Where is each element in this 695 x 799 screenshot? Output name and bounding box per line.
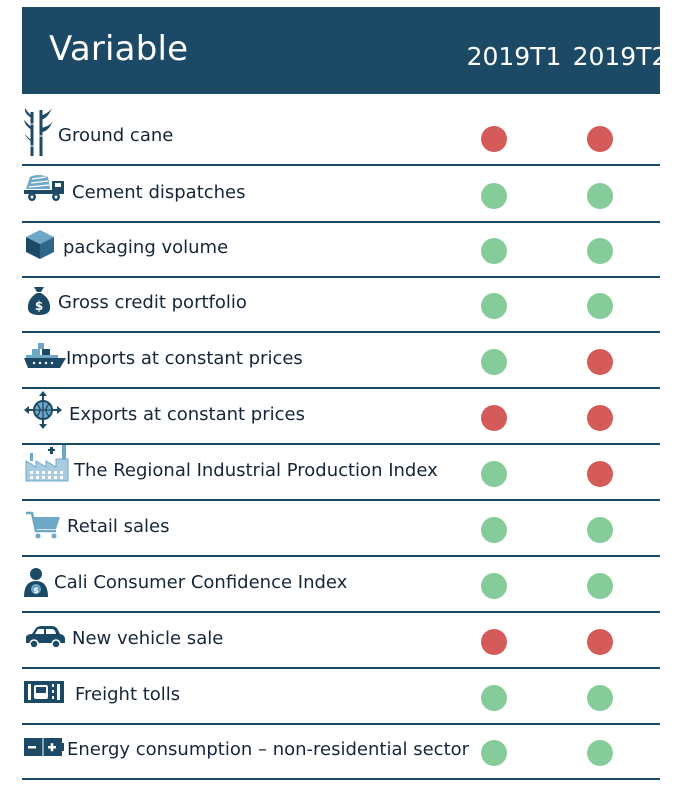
variable-label: packaging volume <box>63 237 229 258</box>
row-divider <box>22 499 660 501</box>
battery-icon <box>24 736 64 770</box>
table-row: Imports at constant prices <box>22 333 660 389</box>
money-bag-icon: $ <box>26 285 66 319</box>
variable-label: The Regional Industrial Production Index <box>74 460 438 481</box>
row-divider <box>22 387 660 389</box>
cargo-ship-icon <box>24 343 66 377</box>
table-row: Ground cane <box>22 108 660 166</box>
status-dot-2019t2 <box>587 685 613 711</box>
status-dot-2019t2 <box>587 740 613 766</box>
row-divider <box>22 723 660 725</box>
car-icon <box>24 625 65 659</box>
row-divider <box>22 443 660 445</box>
status-dot-2019t1 <box>481 238 507 264</box>
row-divider <box>22 555 660 557</box>
status-dot-2019t2 <box>587 349 613 375</box>
row-divider <box>22 164 660 166</box>
status-dot-2019t1 <box>481 517 507 543</box>
status-dot-2019t2 <box>587 183 613 209</box>
table-row: Exports at constant prices <box>22 389 660 445</box>
table-row: Retail sales <box>22 501 660 557</box>
variable-label: Ground cane <box>58 125 174 146</box>
table-header: Variable 2019T1 2019T2 <box>22 7 667 94</box>
table-row: $ Gross credit portfolio <box>22 277 660 333</box>
row-divider <box>22 221 660 223</box>
status-dot-2019t2 <box>587 405 613 431</box>
shopping-cart-icon <box>26 511 66 545</box>
table-row: Energy consumption – non-residential sec… <box>22 724 660 780</box>
status-dot-2019t1 <box>481 126 507 152</box>
table-row: packaging volume <box>22 222 660 278</box>
period-header-1: 2019T1 <box>466 42 562 71</box>
period-header-2: 2019T2 <box>572 42 668 71</box>
status-dot-2019t1 <box>481 183 507 209</box>
status-dot-2019t1 <box>481 685 507 711</box>
status-dot-2019t2 <box>587 629 613 655</box>
status-dot-2019t2 <box>587 517 613 543</box>
row-divider <box>22 778 660 780</box>
variable-label: New vehicle sale <box>72 628 224 649</box>
row-divider <box>22 611 660 613</box>
status-dot-2019t2 <box>587 238 613 264</box>
toll-booth-icon <box>24 681 64 715</box>
variable-label: Cali Consumer Confidence Index <box>54 572 348 593</box>
consumer-icon: $ <box>24 567 64 601</box>
variable-label: Exports at constant prices <box>69 404 305 425</box>
table-row: The Regional Industrial Production Index <box>22 445 660 501</box>
cement-truck-icon <box>24 173 64 207</box>
factory-icon <box>24 445 69 482</box>
status-dot-2019t1 <box>481 740 507 766</box>
status-dot-2019t1 <box>481 461 507 487</box>
status-dot-2019t2 <box>587 126 613 152</box>
status-dot-2019t2 <box>587 293 613 319</box>
status-dot-2019t1 <box>481 349 507 375</box>
variable-label: Gross credit portfolio <box>58 292 247 313</box>
status-dot-2019t1 <box>481 405 507 431</box>
variable-label: Imports at constant prices <box>66 348 303 369</box>
table-row: Freight tolls <box>22 669 660 725</box>
variable-label: Cement dispatches <box>72 182 246 203</box>
status-dot-2019t2 <box>587 461 613 487</box>
variable-label: Retail sales <box>67 516 170 537</box>
svg-text:$: $ <box>33 586 39 595</box>
header-title: Variable <box>49 29 189 69</box>
table-row: New vehicle sale <box>22 613 660 669</box>
status-dot-2019t1 <box>481 573 507 599</box>
row-divider <box>22 331 660 333</box>
variable-label: Energy consumption – non-residential sec… <box>67 739 470 760</box>
sugar-cane-icon <box>24 108 64 156</box>
row-divider <box>22 667 660 669</box>
globe-arrows-icon <box>24 391 64 429</box>
status-dot-2019t2 <box>587 573 613 599</box>
table-row: $ Cali Consumer Confidence Index <box>22 557 660 613</box>
svg-text:$: $ <box>35 299 43 313</box>
row-divider <box>22 276 660 278</box>
status-dot-2019t1 <box>481 629 507 655</box>
status-dot-2019t1 <box>481 293 507 319</box>
box-icon <box>24 228 64 262</box>
table-row: Cement dispatches <box>22 167 660 223</box>
variable-label: Freight tolls <box>75 684 181 705</box>
